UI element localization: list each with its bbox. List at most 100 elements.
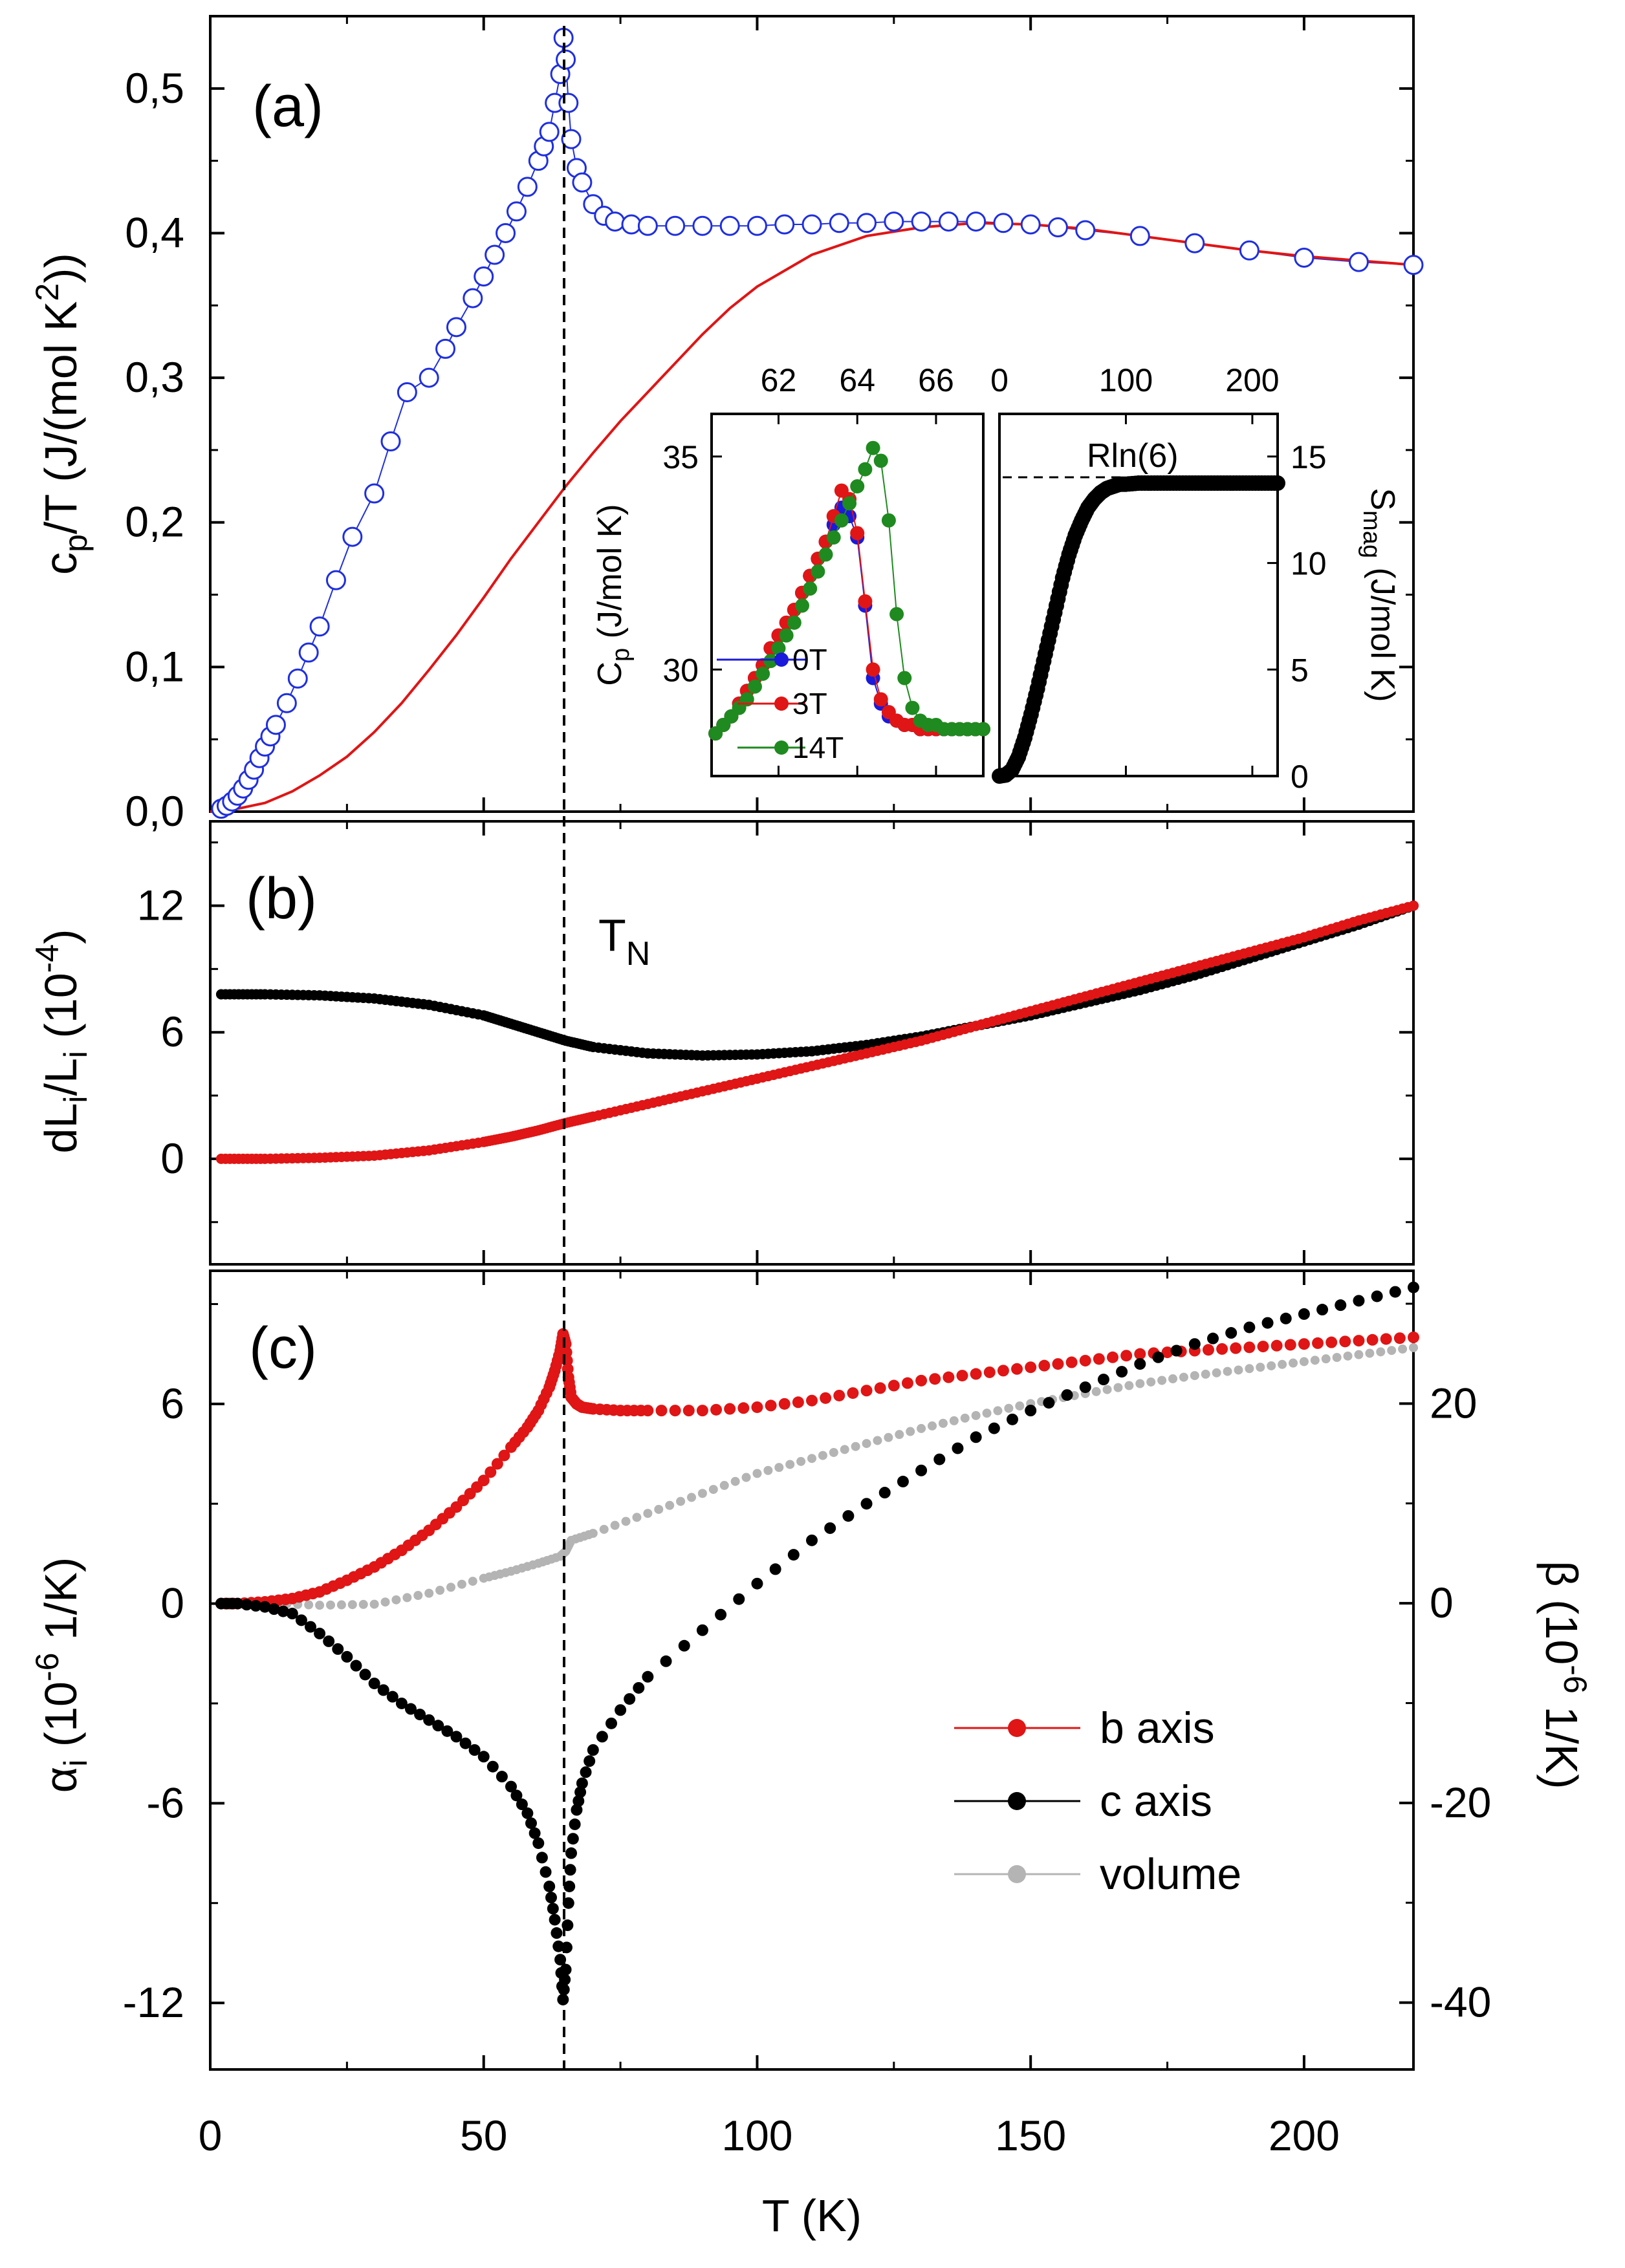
panel-c-right-ytick-label-0: -40 bbox=[1430, 1978, 1491, 2026]
phonon-background-line bbox=[210, 221, 1414, 813]
c-y-axis-label: αi (10-6 1/K) bbox=[29, 1557, 94, 1793]
c-c-axis-point bbox=[332, 1643, 344, 1655]
legend-c-axis-text: c axis bbox=[1100, 1777, 1212, 1826]
c-c-axis-point bbox=[543, 1880, 556, 1892]
c-c-axis-point bbox=[1025, 1405, 1037, 1417]
c-volume-point bbox=[873, 1436, 882, 1445]
c-volume-point bbox=[358, 1599, 368, 1609]
panel-c-ytick-label-0: -12 bbox=[123, 1978, 184, 2026]
c-b-axis-point bbox=[860, 1385, 873, 1397]
c-volume-point bbox=[665, 1500, 675, 1510]
c-c-axis-point bbox=[545, 1892, 557, 1904]
c-volume-point bbox=[993, 1406, 1003, 1416]
data-marks bbox=[210, 28, 1424, 2005]
c-b-axis-point bbox=[491, 1458, 503, 1470]
panel-c-ytick-label-3: 6 bbox=[160, 1379, 184, 1427]
c-c-axis-point bbox=[988, 1422, 1000, 1434]
cp-measured-point bbox=[556, 49, 576, 70]
cp-measured-point bbox=[1047, 217, 1068, 238]
cp-measured-point bbox=[911, 211, 932, 232]
c-b-axis-point bbox=[929, 1373, 941, 1385]
inset-right-ytick-label-0: 0 bbox=[1291, 759, 1309, 795]
inset-14T-point bbox=[826, 530, 841, 545]
c-c-axis-point bbox=[560, 1963, 572, 1976]
cp-measured-point bbox=[342, 526, 363, 547]
c-c-axis-point bbox=[295, 1614, 307, 1626]
c-volume-point bbox=[1124, 1381, 1134, 1390]
c-c-axis-point bbox=[386, 1690, 398, 1703]
c-c-axis-point bbox=[567, 1833, 579, 1845]
c-c-axis-point bbox=[1261, 1317, 1274, 1329]
tn-subscript: N bbox=[626, 935, 651, 973]
c-b-axis-point bbox=[1134, 1348, 1146, 1360]
c-b-axis-point bbox=[1257, 1341, 1269, 1353]
inset-right-frame bbox=[998, 413, 1279, 777]
inset-left-xtick-label-64: 64 bbox=[839, 362, 875, 398]
cp-measured-point bbox=[561, 129, 582, 149]
c-volume-point bbox=[1102, 1385, 1112, 1394]
cp-measured-point bbox=[419, 367, 439, 388]
panel-a-ytick-label-3: 0,3 bbox=[125, 353, 184, 401]
c-b-axis-point bbox=[1120, 1350, 1133, 1362]
inset-14T-point bbox=[787, 615, 802, 630]
cp-measured-point bbox=[1020, 214, 1041, 235]
cp-measured-point bbox=[572, 172, 593, 193]
c-volume-point bbox=[1256, 1363, 1265, 1372]
inset-14T-point bbox=[873, 453, 888, 468]
inset-right-y-axis-label: Smag (J/mol K) bbox=[1358, 488, 1401, 702]
c-b-axis-point bbox=[1065, 1356, 1078, 1368]
cp-measured-point bbox=[558, 92, 579, 113]
inset-3T-line bbox=[715, 489, 983, 734]
legend-b-axis-marker bbox=[1008, 1719, 1026, 1737]
cp-measured-point bbox=[829, 213, 849, 233]
cp-measured-point bbox=[463, 288, 483, 308]
c-b-axis-point bbox=[682, 1405, 695, 1417]
c-b-axis-point bbox=[1079, 1354, 1091, 1366]
cp-measured-point bbox=[719, 215, 740, 236]
c-c-axis-point bbox=[824, 1522, 836, 1534]
c-c-axis-point bbox=[516, 1798, 528, 1811]
c-volume-point bbox=[380, 1597, 390, 1607]
tn-label: TN bbox=[598, 910, 650, 973]
c-c-axis-point bbox=[250, 1600, 262, 1612]
c-c-axis-point bbox=[241, 1599, 253, 1611]
c-b-axis-point bbox=[1339, 1335, 1351, 1348]
legend-3t-text: 3T bbox=[792, 687, 827, 720]
c-c-axis-point bbox=[377, 1684, 389, 1696]
c-b-axis-point bbox=[1093, 1353, 1105, 1365]
c-volume-point bbox=[851, 1442, 860, 1451]
cp-measured-point bbox=[397, 382, 417, 402]
c-c-axis-point bbox=[549, 1914, 561, 1926]
legend-0t-text: 0T bbox=[792, 643, 827, 676]
c-volume-point bbox=[391, 1595, 401, 1604]
c-c-axis-point bbox=[1134, 1358, 1146, 1370]
c-c-axis-point bbox=[624, 1693, 636, 1705]
c-c-axis-point bbox=[359, 1669, 371, 1681]
inset-14T-point bbox=[881, 513, 896, 528]
a-y-axis-label: cp/T (J/(mol K2)) bbox=[29, 253, 94, 575]
c-volume-point bbox=[1212, 1368, 1221, 1377]
c-c-axis-point bbox=[580, 1766, 592, 1778]
c-c-axis-point bbox=[521, 1807, 534, 1819]
cp-measured-point bbox=[276, 693, 297, 713]
c-volume-point bbox=[413, 1591, 423, 1601]
c-b-axis-point bbox=[1038, 1359, 1051, 1372]
c-c-axis-point bbox=[323, 1635, 335, 1647]
panel-b-ytick-label-1: 6 bbox=[160, 1008, 184, 1055]
c-c-axis-point bbox=[596, 1731, 608, 1743]
c-volume-point bbox=[1179, 1372, 1188, 1382]
c-volume-point bbox=[697, 1489, 707, 1498]
c-volume-point bbox=[347, 1600, 357, 1610]
c-volume-point bbox=[315, 1601, 325, 1610]
c-c-axis-point bbox=[341, 1650, 353, 1663]
c-b-axis-point bbox=[792, 1396, 804, 1409]
c-c-axis-point bbox=[860, 1498, 873, 1510]
cp-measured-point bbox=[621, 214, 642, 235]
c-volume-point bbox=[1201, 1369, 1210, 1379]
c-volume-point bbox=[1365, 1348, 1375, 1358]
c-volume-point bbox=[435, 1586, 445, 1595]
c-c-axis-point bbox=[1298, 1308, 1310, 1320]
cp-measured-point bbox=[692, 215, 713, 236]
c-c-axis-point bbox=[952, 1442, 964, 1454]
c-b-axis-point bbox=[915, 1374, 928, 1387]
